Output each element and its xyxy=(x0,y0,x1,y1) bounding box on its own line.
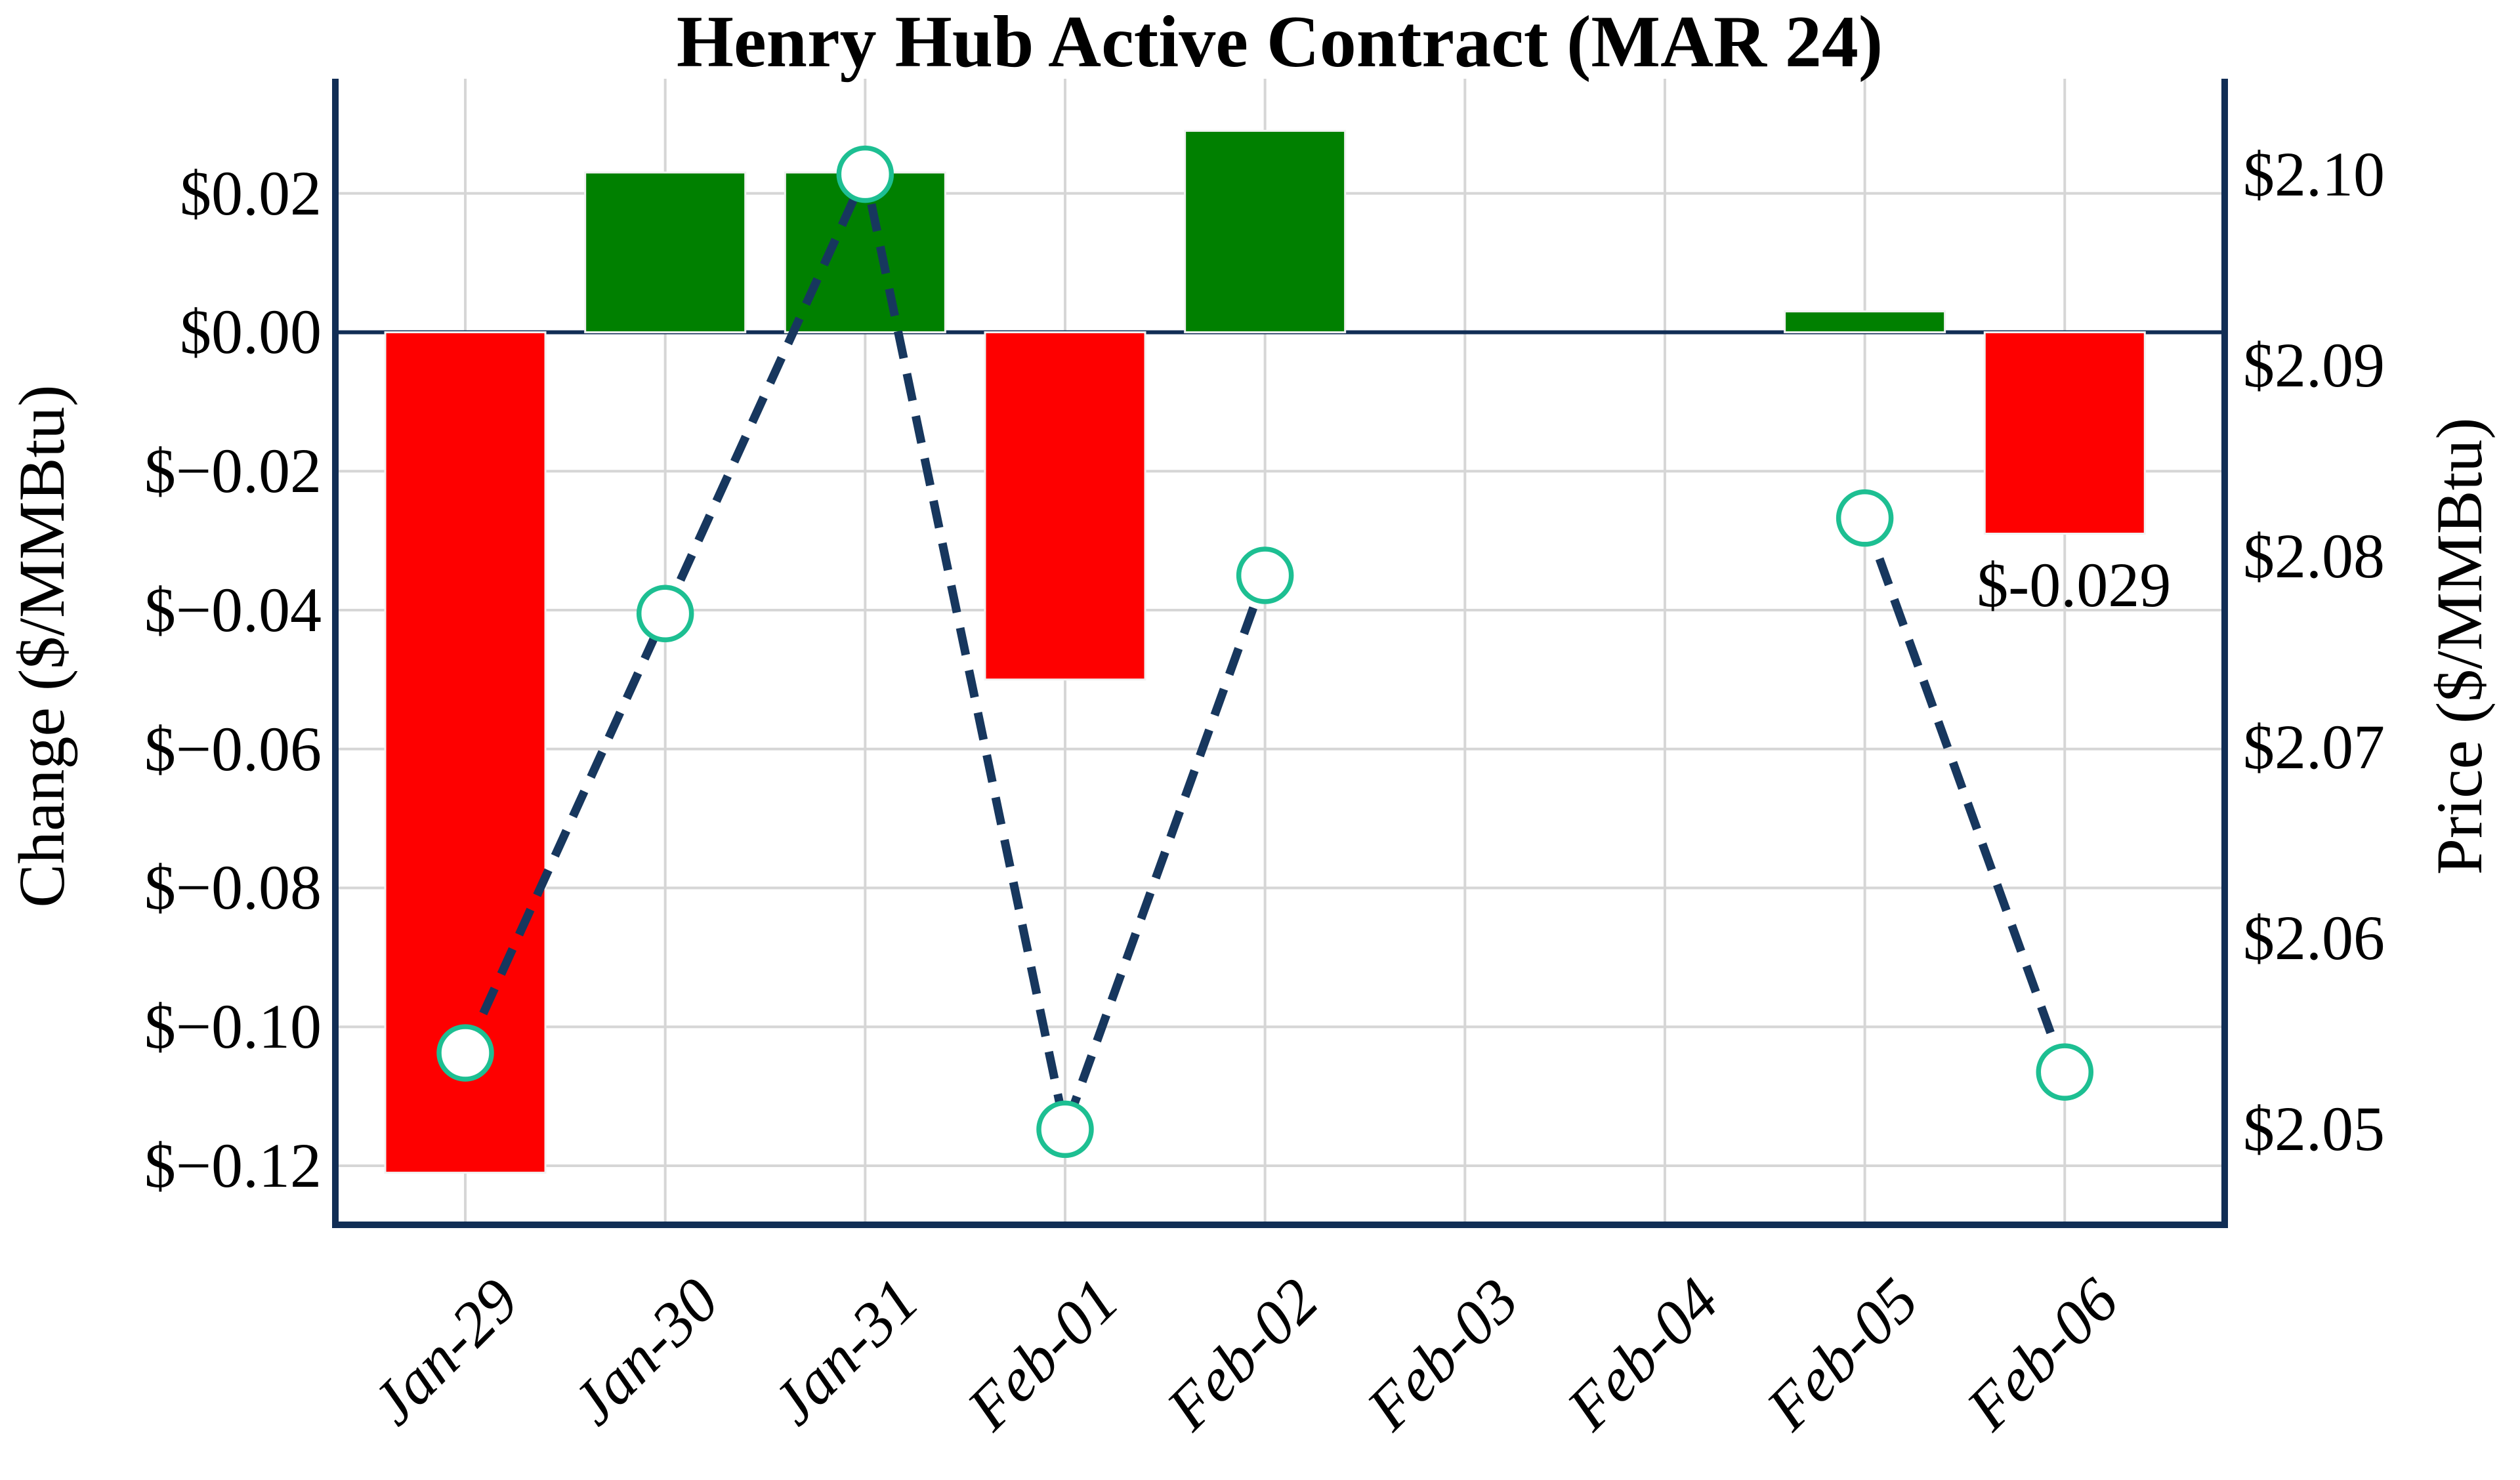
right-y-tick-label: $2.10 xyxy=(2243,138,2385,209)
left-y-tick-label: $−0.10 xyxy=(144,991,322,1062)
change-bar-up xyxy=(1184,129,1347,333)
right-y-tick-label: $2.09 xyxy=(2243,329,2385,400)
left-y-tick-label: $0.02 xyxy=(180,157,322,228)
right-y-tick-label: $2.05 xyxy=(2243,1094,2385,1164)
price-line xyxy=(1860,516,2069,1074)
x-tick-label: Feb-02 xyxy=(1153,1264,1332,1443)
x-tick-label: Feb-06 xyxy=(1953,1264,2132,1443)
x-tick-label: Feb-04 xyxy=(1553,1264,1732,1443)
price-marker xyxy=(1036,1100,1094,1159)
x-tick-label: Jan-31 xyxy=(758,1264,932,1438)
left-y-tick-label: $−0.12 xyxy=(144,1130,322,1201)
right-y-tick-label: $2.07 xyxy=(2243,712,2385,783)
left-y-tick-label: $−0.06 xyxy=(144,713,322,784)
x-tick-label: Jan-29 xyxy=(358,1264,532,1438)
price-marker xyxy=(2036,1043,2094,1101)
price-marker xyxy=(1236,546,1294,604)
change-bar-down xyxy=(1983,331,2146,535)
change-bar-down xyxy=(984,331,1146,681)
left-y-tick-label: $−0.04 xyxy=(144,574,322,645)
left-y-tick-label: $0.00 xyxy=(180,297,322,367)
price-marker xyxy=(836,145,894,203)
x-tick-label: Jan-30 xyxy=(558,1264,732,1438)
left-y-tick-label: $−0.08 xyxy=(144,852,322,923)
right-y-tick-label: $2.08 xyxy=(2243,520,2385,591)
left-y-tick-label: $−0.02 xyxy=(144,436,322,506)
bar-value-annotation: $-0.029 xyxy=(1977,549,2172,620)
change-bar-up xyxy=(1784,310,1946,333)
price-marker xyxy=(1836,489,1894,547)
x-tick-label: Feb-03 xyxy=(1353,1264,1532,1443)
price-marker xyxy=(436,1024,494,1082)
x-tick-label: Feb-05 xyxy=(1753,1264,1932,1443)
right-y-tick-label: $2.06 xyxy=(2243,903,2385,974)
price-marker xyxy=(636,585,694,643)
change-bar-up xyxy=(584,171,747,333)
chart-title: Henry Hub Active Contract (MAR 24) xyxy=(676,1,1883,83)
x-tick-label: Feb-01 xyxy=(953,1264,1132,1443)
